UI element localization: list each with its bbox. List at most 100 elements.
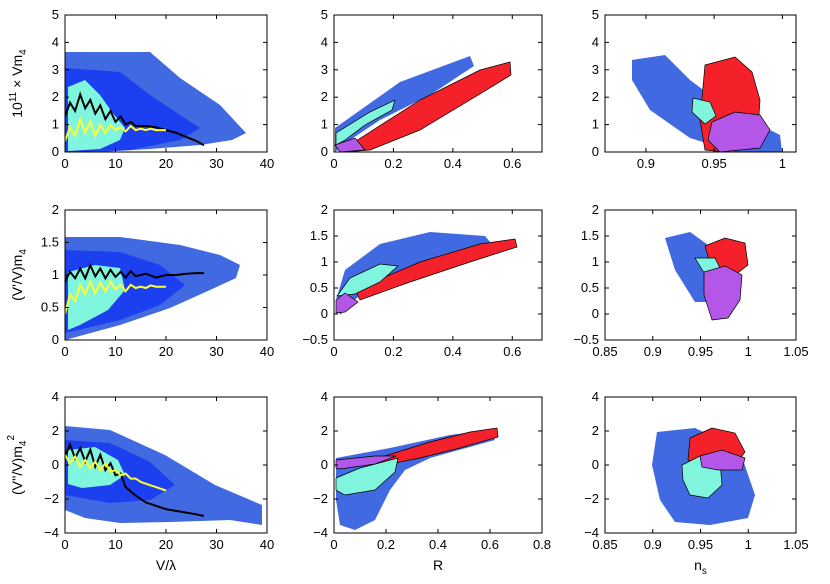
panel-r2c1 [65, 237, 240, 340]
x-tick-label: 0.9 [644, 537, 662, 552]
y-tick-label: 0.5 [581, 280, 599, 295]
region-red [344, 61, 512, 152]
y-tick-label: 0 [52, 144, 59, 159]
region-outer-blue [335, 56, 474, 152]
x-tick-label: 0.9 [644, 344, 662, 359]
y-tick-label: 4 [52, 34, 59, 49]
x-tick-label: 10 [108, 537, 122, 552]
y-tick-label: 0 [592, 306, 599, 321]
x-axis-label-col1: V/λ [156, 557, 176, 573]
y-tick-label: −2 [313, 491, 328, 506]
y-tick-label: 0 [321, 457, 328, 472]
x-tick-label: 0 [61, 344, 68, 359]
x-tick-label: 20 [159, 156, 173, 171]
y-axis-label-row1: 1011 × Vm4 [8, 49, 29, 118]
panel-r2c3 [665, 232, 749, 321]
y-tick-label: 0.5 [310, 280, 328, 295]
y-tick-label: 0 [321, 144, 328, 159]
x-axis-label-col3: ns [694, 557, 707, 577]
x-tick-label: 30 [209, 156, 223, 171]
y-tick-label: −4 [584, 525, 599, 540]
x-tick-label: 0.4 [444, 156, 462, 171]
y-tick-label: 2 [321, 423, 328, 438]
y-tick-label: −0.5 [573, 332, 599, 347]
x-tick-label: 40 [260, 344, 274, 359]
y-tick-label: 5 [52, 7, 59, 22]
y-tick-label: 4 [52, 389, 59, 404]
svg-text:(V''/V)m42: (V''/V)m42 [6, 435, 29, 495]
y-tick-label: −4 [313, 525, 328, 540]
x-tick-label: 40 [260, 537, 274, 552]
x-tick-label: 0.85 [592, 537, 617, 552]
x-tick-label: 1 [745, 537, 752, 552]
x-tick-label: 10 [108, 156, 122, 171]
region-cyan [691, 97, 717, 125]
x-tick-label: 30 [209, 537, 223, 552]
panel-r1c1 [65, 52, 246, 152]
y-tick-label: 3 [321, 62, 328, 77]
axes-frame-r2c2 [333, 209, 543, 341]
y-axis-label-row2: (V'/V)m4 [9, 249, 29, 301]
x-tick-label: 10 [108, 344, 122, 359]
svg-text:1011 × Vm4: 1011 × Vm4 [8, 49, 29, 118]
y-axis-label-row3: (V''/V)m42 [6, 435, 29, 495]
x-tick-label: 0.6 [503, 344, 521, 359]
x-tick-label: 0.2 [384, 344, 402, 359]
panel-r3c1 [65, 426, 262, 525]
axes-frame-r1c2 [333, 14, 543, 153]
trace-yellow [65, 454, 167, 492]
y-tick-label: 5 [321, 7, 328, 22]
x-tick-label: 0.2 [384, 156, 402, 171]
y-tick-label: 2 [52, 423, 59, 438]
x-axis-label-col2: R [433, 557, 443, 573]
y-tick-label: 0 [52, 457, 59, 472]
y-tick-label: 3 [592, 62, 599, 77]
x-tick-label: 20 [159, 344, 173, 359]
y-tick-label: 0 [592, 457, 599, 472]
trace-yellow [65, 115, 166, 142]
x-tick-label: 0.9 [637, 156, 655, 171]
y-tick-label: 0 [52, 332, 59, 347]
y-tick-label: 1 [592, 254, 599, 269]
y-tick-label: 5 [592, 7, 599, 22]
y-tick-label: 1.5 [41, 235, 59, 250]
x-tick-label: 1 [745, 344, 752, 359]
trace-black [65, 91, 205, 147]
x-tick-label: 0.95 [688, 344, 713, 359]
y-tick-label: 2 [321, 89, 328, 104]
x-tick-label: 0 [61, 537, 68, 552]
region-purple [335, 292, 359, 314]
region-red [354, 238, 518, 301]
region-outer-blue [336, 430, 495, 530]
y-tick-label: −0.5 [302, 332, 328, 347]
x-tick-label: 0 [330, 537, 337, 552]
y-tick-label: 4 [321, 389, 328, 404]
y-tick-label: 4 [592, 34, 599, 49]
panel-r3c2 [335, 427, 499, 530]
y-tick-label: 2 [592, 202, 599, 217]
x-tick-label: 0.95 [701, 156, 726, 171]
x-tick-label: 0.6 [481, 537, 499, 552]
x-tick-label: 0.4 [429, 537, 447, 552]
x-tick-label: 1.05 [783, 537, 808, 552]
y-tick-label: 0.5 [41, 300, 59, 315]
region-cyan [336, 263, 399, 297]
x-tick-label: 0.6 [503, 156, 521, 171]
y-tick-label: 2 [592, 89, 599, 104]
svg-text:(V'/V)m4: (V'/V)m4 [9, 249, 29, 301]
y-tick-label: 1 [52, 267, 59, 282]
x-tick-label: 30 [209, 344, 223, 359]
panel-r3c3 [652, 427, 755, 525]
trace-black [65, 441, 205, 517]
y-tick-label: 1.5 [581, 228, 599, 243]
y-tick-label: 1 [592, 117, 599, 132]
x-tick-label: 0.95 [688, 537, 713, 552]
y-tick-label: −2 [584, 491, 599, 506]
trace-yellow [65, 278, 166, 315]
y-tick-label: −2 [44, 491, 59, 506]
x-tick-label: 0 [61, 156, 68, 171]
y-tick-label: 4 [321, 34, 328, 49]
trace-black [65, 262, 204, 282]
region-purple [699, 449, 746, 471]
